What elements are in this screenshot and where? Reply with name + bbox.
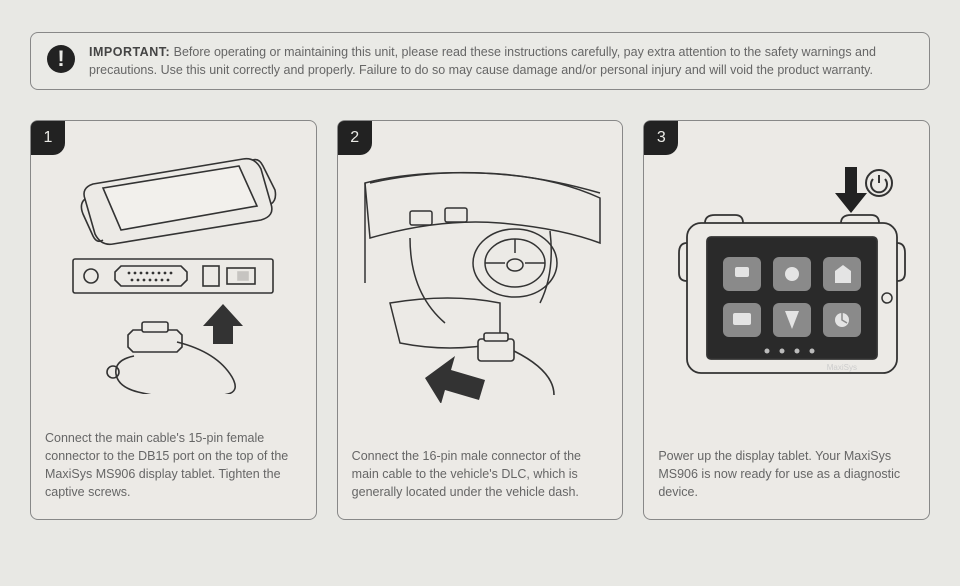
step-number-badge: 3	[644, 121, 678, 155]
step-2-illustration	[338, 121, 623, 435]
step-1-illustration	[31, 121, 316, 417]
step-number-badge: 1	[31, 121, 65, 155]
step-3-illustration: MaxiSys	[644, 121, 929, 435]
important-text: IMPORTANT: Before operating or maintaini…	[89, 43, 913, 79]
step-1-caption: Connect the main cable's 15-pin female c…	[31, 417, 316, 520]
important-body: Before operating or maintaining this uni…	[89, 45, 876, 77]
steps-row: 1	[30, 120, 930, 520]
exclamation-icon: !	[47, 45, 75, 73]
svg-text:MaxiSys: MaxiSys	[826, 363, 856, 372]
step-3: 3	[643, 120, 930, 520]
step-2-caption: Connect the 16-pin male connector of the…	[338, 435, 623, 519]
step-number-badge: 2	[338, 121, 372, 155]
important-label: IMPORTANT:	[89, 45, 170, 59]
step-3-caption: Power up the display tablet. Your MaxiSy…	[644, 435, 929, 519]
step-1: 1	[30, 120, 317, 520]
step-2: 2	[337, 120, 624, 520]
important-callout: ! IMPORTANT: Before operating or maintai…	[30, 32, 930, 90]
